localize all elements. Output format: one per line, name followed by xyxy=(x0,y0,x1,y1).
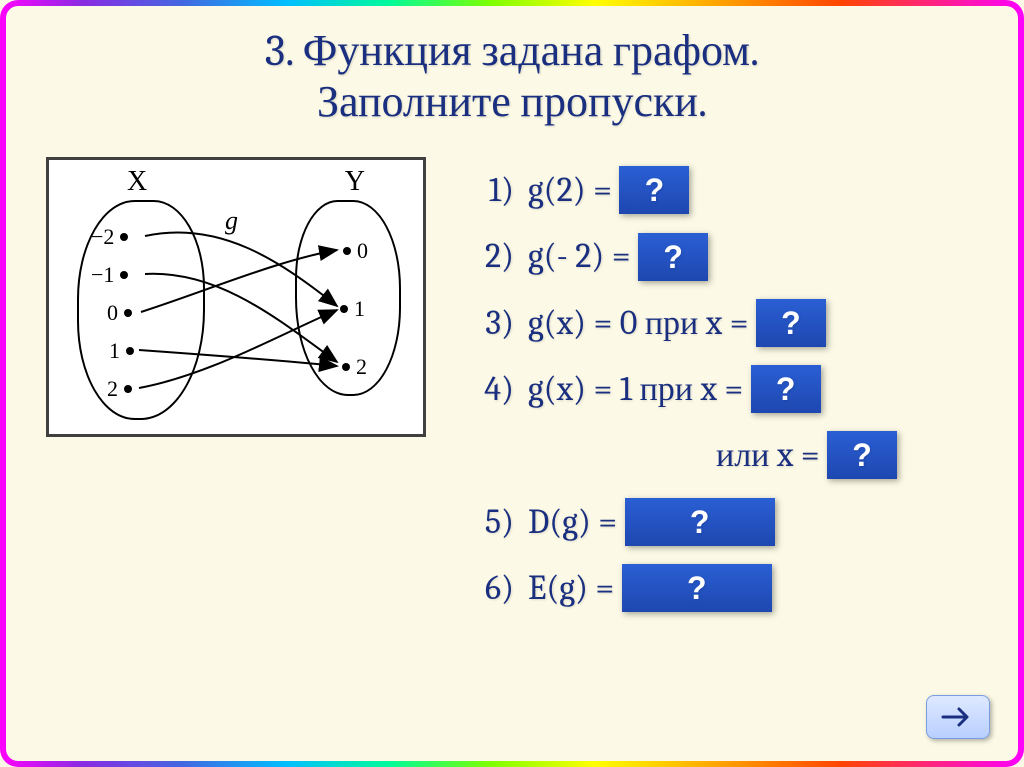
title-line-2: Заполните пропуски. xyxy=(317,76,707,127)
mapping-arrows xyxy=(49,160,423,434)
question-4b: или x = ? xyxy=(716,422,897,488)
content-row: X Y g −2 −1 0 1 2 0 1 2 xyxy=(36,157,988,621)
arrow-right-icon xyxy=(941,706,975,728)
answer-box-6[interactable]: ? xyxy=(622,564,772,612)
question-5: 5)D(g) = ? xyxy=(466,489,897,555)
function-graph-diagram: X Y g −2 −1 0 1 2 0 1 2 xyxy=(46,157,426,437)
answer-box-4b[interactable]: ? xyxy=(827,431,897,479)
next-button[interactable] xyxy=(926,695,990,739)
answer-box-5[interactable]: ? xyxy=(625,498,775,546)
question-2: 2)g(- 2) = ? xyxy=(466,223,897,289)
page-title: 3. Функция задана графом. Заполните проп… xyxy=(36,26,988,127)
answer-box-3[interactable]: ? xyxy=(756,299,826,347)
questions-list: 1)g(2) = ? 2)g(- 2) = ? 3)g(x) = 0 при x… xyxy=(466,157,897,621)
question-6: 6)E(g) = ? xyxy=(466,555,897,621)
question-1: 1)g(2) = ? xyxy=(466,157,897,223)
answer-box-1[interactable]: ? xyxy=(619,166,689,214)
question-4: 4)g(x) = 1 при x = ? xyxy=(466,356,897,422)
answer-box-2[interactable]: ? xyxy=(638,233,708,281)
question-3: 3)g(x) = 0 при x = ? xyxy=(466,290,897,356)
title-line-1: 3. Функция задана графом. xyxy=(265,25,759,76)
answer-box-4a[interactable]: ? xyxy=(751,365,821,413)
